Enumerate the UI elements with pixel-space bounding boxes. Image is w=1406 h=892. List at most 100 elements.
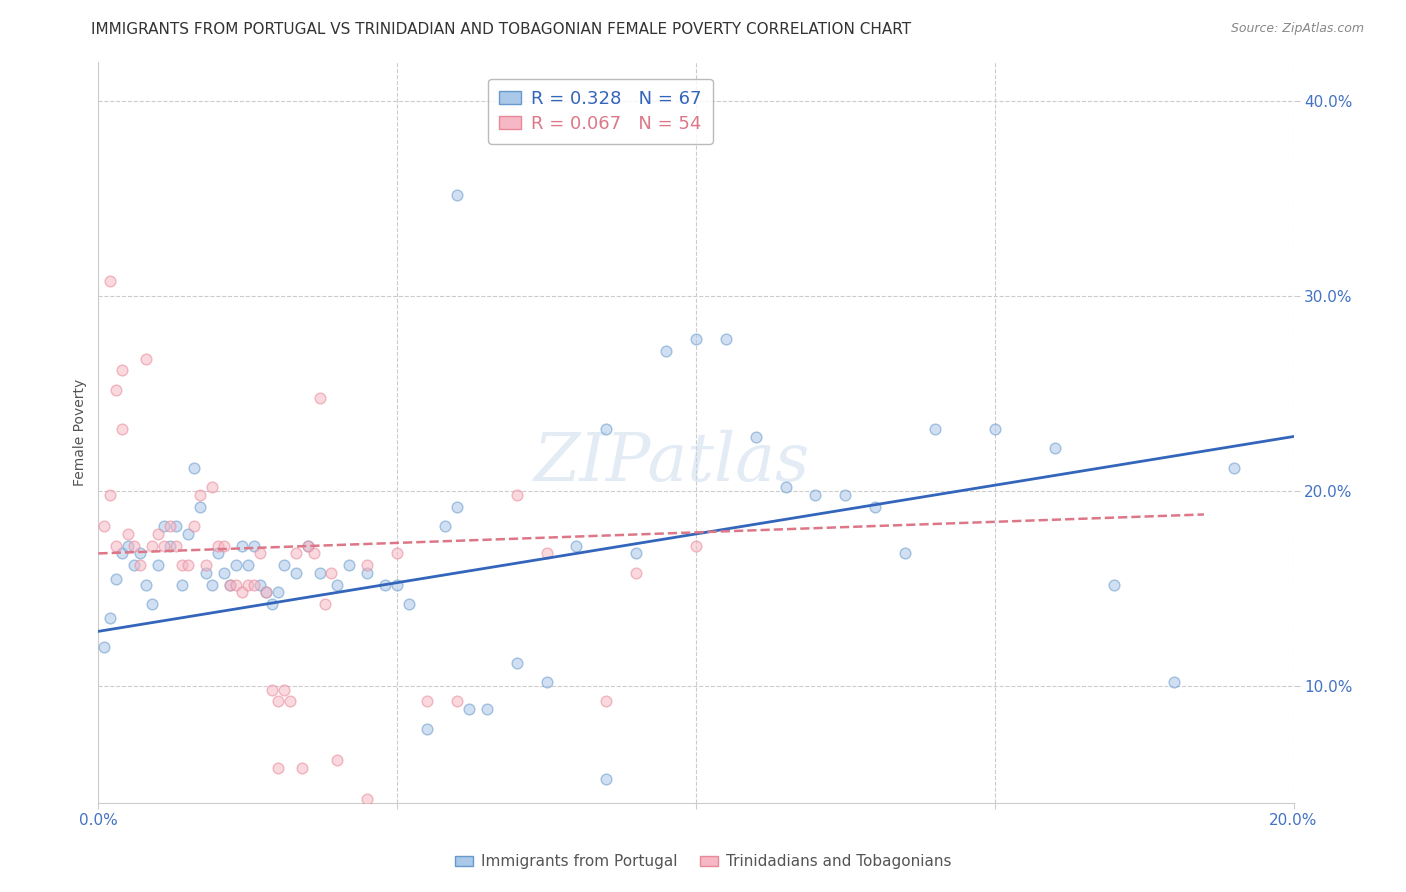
- Point: [141, 597, 163, 611]
- Point: [267, 585, 290, 599]
- Point: [356, 792, 378, 806]
- Point: [105, 572, 128, 586]
- Point: [446, 188, 468, 202]
- Point: [626, 546, 648, 560]
- Point: [207, 539, 229, 553]
- Point: [416, 694, 439, 708]
- Point: [446, 694, 468, 708]
- Point: [894, 546, 917, 560]
- Point: [273, 558, 295, 573]
- Text: Source: ZipAtlas.com: Source: ZipAtlas.com: [1230, 22, 1364, 36]
- Point: [595, 772, 617, 787]
- Point: [446, 500, 468, 514]
- Point: [141, 539, 163, 553]
- Point: [219, 577, 242, 591]
- Point: [745, 429, 768, 443]
- Point: [183, 460, 205, 475]
- Point: [212, 566, 235, 580]
- Point: [385, 577, 409, 591]
- Point: [714, 332, 737, 346]
- Y-axis label: Female Poverty: Female Poverty: [73, 379, 87, 486]
- Point: [321, 566, 343, 580]
- Point: [1043, 441, 1066, 455]
- Point: [188, 488, 211, 502]
- Point: [111, 422, 134, 436]
- Point: [129, 546, 152, 560]
- Point: [129, 558, 152, 573]
- Point: [201, 577, 224, 591]
- Point: [356, 558, 378, 573]
- Point: [865, 500, 887, 514]
- Legend: R = 0.328   N = 67, R = 0.067   N = 54: R = 0.328 N = 67, R = 0.067 N = 54: [488, 78, 713, 144]
- Point: [172, 558, 194, 573]
- Point: [93, 519, 115, 533]
- Point: [398, 597, 420, 611]
- Point: [595, 422, 617, 436]
- Point: [775, 480, 797, 494]
- Point: [284, 566, 307, 580]
- Point: [536, 675, 558, 690]
- Point: [231, 585, 253, 599]
- Point: [475, 702, 498, 716]
- Point: [249, 546, 271, 560]
- Point: [356, 566, 378, 580]
- Point: [458, 702, 481, 716]
- Point: [117, 539, 139, 553]
- Point: [236, 577, 259, 591]
- Point: [506, 488, 529, 502]
- Point: [374, 577, 396, 591]
- Point: [326, 577, 349, 591]
- Point: [93, 640, 115, 654]
- Point: [124, 558, 146, 573]
- Point: [165, 519, 187, 533]
- Point: [177, 527, 200, 541]
- Point: [302, 546, 325, 560]
- Point: [434, 519, 457, 533]
- Point: [105, 383, 128, 397]
- Point: [278, 694, 301, 708]
- Point: [1104, 577, 1126, 591]
- Point: [188, 500, 211, 514]
- Point: [111, 363, 134, 377]
- Point: [506, 656, 529, 670]
- Point: [159, 519, 181, 533]
- Point: [685, 539, 707, 553]
- Point: [183, 519, 205, 533]
- Point: [225, 577, 247, 591]
- Point: [308, 391, 330, 405]
- Point: [195, 558, 218, 573]
- Point: [124, 539, 146, 553]
- Point: [159, 539, 181, 553]
- Point: [135, 577, 157, 591]
- Point: [98, 610, 122, 624]
- Point: [254, 585, 277, 599]
- Point: [243, 539, 266, 553]
- Point: [254, 585, 277, 599]
- Point: [267, 694, 290, 708]
- Point: [339, 558, 361, 573]
- Point: [297, 539, 319, 553]
- Point: [297, 539, 319, 553]
- Point: [249, 577, 271, 591]
- Point: [260, 682, 283, 697]
- Point: [685, 332, 707, 346]
- Point: [924, 422, 946, 436]
- Point: [195, 566, 218, 580]
- Point: [326, 753, 349, 767]
- Point: [834, 488, 856, 502]
- Point: [135, 351, 157, 366]
- Point: [984, 422, 1007, 436]
- Point: [273, 682, 295, 697]
- Point: [243, 577, 266, 591]
- Point: [165, 539, 187, 553]
- Point: [565, 539, 588, 553]
- Point: [111, 546, 134, 560]
- Point: [416, 722, 439, 736]
- Legend: Immigrants from Portugal, Trinidadians and Tobagonians: Immigrants from Portugal, Trinidadians a…: [449, 848, 957, 875]
- Point: [212, 539, 235, 553]
- Point: [236, 558, 259, 573]
- Text: IMMIGRANTS FROM PORTUGAL VS TRINIDADIAN AND TOBAGONIAN FEMALE POVERTY CORRELATIO: IMMIGRANTS FROM PORTUGAL VS TRINIDADIAN …: [91, 22, 911, 37]
- Point: [105, 539, 128, 553]
- Point: [153, 539, 176, 553]
- Point: [177, 558, 200, 573]
